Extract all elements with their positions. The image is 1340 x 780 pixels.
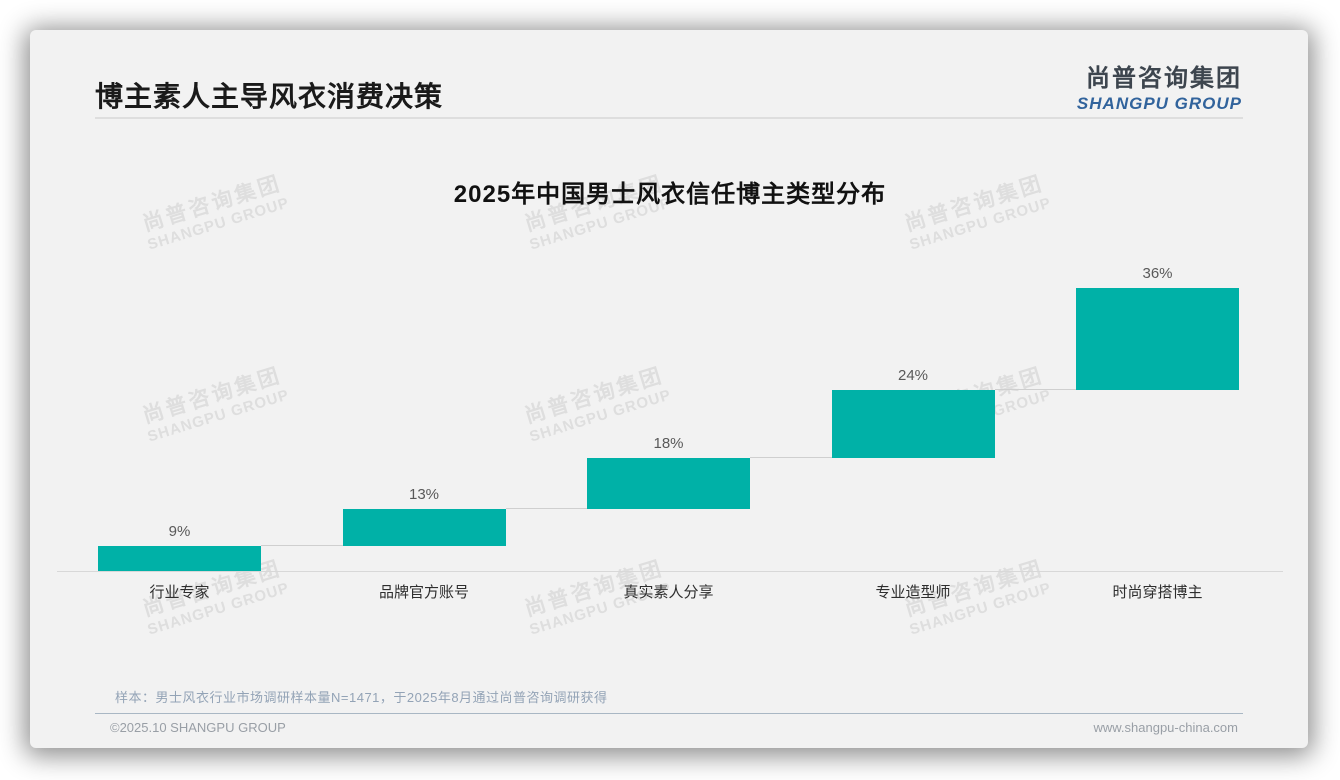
bar-value-label: 24%	[897, 366, 929, 384]
chart-title: 2025年中国男士风衣信任博主类型分布	[453, 181, 887, 208]
waterfall-bar-2	[342, 508, 506, 546]
bar-value-label: 9%	[168, 522, 191, 540]
category-label: 专业造型师	[875, 584, 951, 601]
footer: ©2025.10 SHANGPU GROUP www.shangpu-china…	[110, 720, 1238, 735]
slide-card: 尚普咨询集团 SHANGPU GROUP 尚普咨询集团 SHANGPU GROUP 尚普…	[30, 30, 1308, 748]
sample-note: 样本：男士风衣行业市场调研样本量N=1471，于2025年8月通过尚普咨询调研获…	[115, 690, 608, 705]
category-label: 真实素人分享	[623, 584, 714, 601]
waterfall-connector	[505, 507, 587, 509]
page-title: 博主素人主导风衣消费决策	[95, 81, 444, 112]
brand-logo-chinese: 尚普咨询集团	[1086, 65, 1242, 92]
waterfall-bar-4	[831, 389, 995, 458]
bar-value-label: 13%	[408, 485, 440, 503]
waterfall-connector	[750, 456, 832, 458]
copyright-text: ©2025.10 SHANGPU GROUP	[110, 720, 286, 735]
category-label: 行业专家	[149, 584, 210, 601]
bar-value-label: 36%	[1142, 265, 1173, 282]
category-label: 时尚穿搭博主	[1112, 584, 1203, 601]
brand-logo: 尚普咨询集团 SHANGPU GROUP	[1077, 58, 1242, 114]
waterfall-connector	[994, 388, 1076, 390]
bar-value-label: 18%	[653, 434, 684, 452]
footer-divider	[95, 713, 1243, 714]
waterfall-bar-3	[587, 457, 750, 509]
brand-logo-english: SHANGPU GROUP	[1076, 94, 1242, 113]
category-label: 品牌官方账号	[378, 584, 469, 601]
waterfall-bar-5	[1076, 288, 1239, 390]
header-divider	[95, 117, 1243, 119]
waterfall-bar-1	[98, 545, 261, 571]
waterfall-connector	[261, 544, 343, 546]
website-text: www.shangpu-china.com	[1093, 720, 1238, 735]
chart-plot: 9% 行业专家 13% 品牌官方账号 18% 真实素人分享 24% 专业造型师 36% 时尚穿搭博…	[57, 265, 1283, 601]
